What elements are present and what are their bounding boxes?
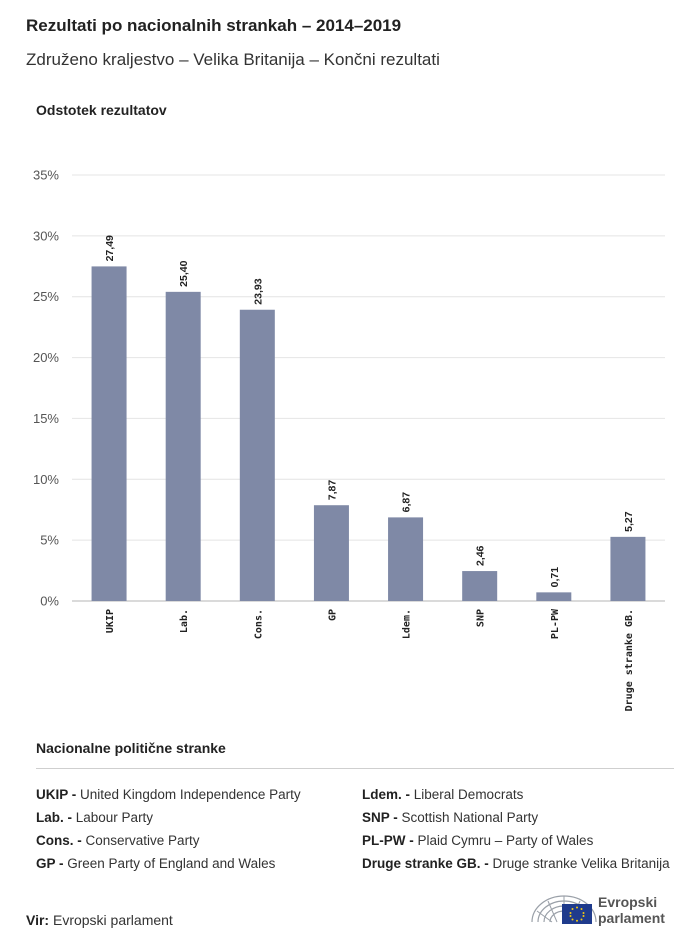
legend-item-ldem: Ldem. - Liberal Democrats [362,787,524,802]
legend-title: Nacionalne politične stranke [36,740,226,756]
data-label: 23,93 [252,278,264,304]
y-tick-label: 35% [33,168,59,183]
y-tick-label: 30% [33,228,59,243]
bar [239,309,275,601]
chart-subtitle: Združeno kraljestvo – Velika Britanija –… [26,50,440,69]
data-label: 0,71 [549,567,561,588]
data-label: 27,49 [104,235,116,261]
source-note: Vir: Evropski parlament [26,912,173,928]
eu-flag-icon [562,904,592,924]
y-axis-title: Odstotek rezultatov [36,102,167,118]
legend-item-cons: Cons. - Conservative Party [36,833,200,848]
x-tick-label: Cons. [253,609,264,639]
data-label: 6,87 [401,492,413,513]
bar [91,266,127,601]
y-tick-label: 25% [33,289,59,304]
data-label: 2,46 [475,545,487,566]
x-tick-label: Druge stranke GB. [624,609,635,711]
legend-item-pl-pw: PL-PW - Plaid Cymru – Party of Wales [362,833,594,848]
bar-chart: 0% 5% 10% 15% 20% 25% 30% 35% 27,49 UKIP 25,40 Lab.… [33,168,665,711]
data-label: 5,27 [623,511,635,532]
y-tick-label: 20% [33,350,59,365]
bar [388,517,424,601]
legend-item-lab: Lab. - Labour Party [36,810,154,825]
legend-item-ukip: UKIP - United Kingdom Independence Party [36,787,301,802]
bar [610,536,646,601]
y-tick-label: 0% [40,594,59,609]
legend-item-gp: GP - Green Party of England and Wales [36,856,276,871]
y-tick-label: 5% [40,533,59,548]
x-tick-label: SNP [476,609,487,627]
data-label: 25,40 [178,260,190,286]
x-tick-label: Lab. [179,609,190,633]
legend-divider [36,768,674,769]
bar [313,505,349,601]
y-tick-label: 10% [33,472,59,487]
bar [536,592,572,601]
bar [165,291,201,601]
x-tick-label: Ldem. [402,609,413,639]
legend-column-right: Ldem. - Liberal Democrats SNP - Scottish… [362,786,670,878]
chart-title: Rezultati po nacionalnih strankah – 2014… [26,16,402,35]
y-tick-label: 15% [33,411,59,426]
logo-text: Evropski parlament [598,894,665,926]
legend-item-snp: SNP - Scottish National Party [362,810,539,825]
legend-column-left: UKIP - United Kingdom Independence Party… [36,786,301,878]
data-label: 7,87 [326,480,338,501]
x-tick-label: PL-PW [550,608,561,639]
legend-item-druge: Druge stranke GB. - Druge stranke Velika… [362,856,670,871]
bar [462,571,498,601]
x-tick-label: UKIP [105,609,116,633]
european-parliament-hemicycle-icon [531,895,597,924]
x-tick-label: GP [327,609,338,621]
